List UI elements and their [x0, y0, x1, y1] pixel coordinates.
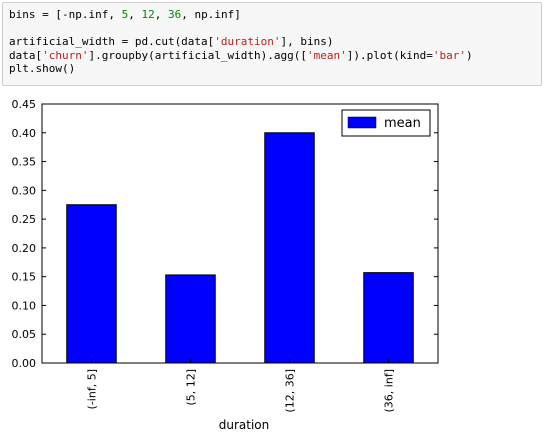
y-tick-label: 0.25 [12, 213, 37, 226]
x-axis: (-inf, 5] (5, 12] (12, 36] (36, inf] [86, 359, 396, 413]
y-tick-label: 0.05 [12, 328, 37, 341]
bar [165, 274, 216, 364]
legend-box [341, 109, 431, 137]
y-tick-label: 0.40 [12, 127, 37, 140]
x-tick-label: (12, 36] [284, 369, 297, 413]
code-line-3: artificial_width = pd.cut(data['duration… [9, 35, 334, 48]
x-tick-label: (5, 12] [185, 369, 198, 406]
y-tick-label: 0.45 [12, 98, 37, 111]
plot-frame [41, 103, 439, 364]
legend-swatch [347, 116, 377, 129]
bar [363, 272, 414, 364]
y-tick-label: 0.10 [12, 299, 37, 312]
y-tick-label: 0.15 [12, 271, 37, 284]
y-tick-label: 0.30 [12, 184, 37, 197]
y-tick-label: 0.20 [12, 242, 37, 255]
x-axis-label: duration [219, 418, 270, 432]
legend-label: mean [384, 116, 421, 131]
y-axis: 0.00 0.05 0.10 0.15 0.20 0.25 0.30 0.35 0.40 0.45 [12, 98, 438, 370]
bar-chart: 0.00 0.05 0.10 0.15 0.20 0.25 0.30 0.35 0.40 0.45… [12, 98, 439, 432]
y-tick-label: 0.35 [12, 156, 37, 169]
x-tick-label: (-inf, 5] [86, 369, 99, 409]
bar [264, 132, 315, 364]
y-tick-label: 0.00 [12, 357, 37, 370]
code-cell[interactable]: bins = [-np.inf, 5, 12, 36, np.inf] arti… [2, 2, 542, 86]
legend: mean [341, 109, 431, 137]
bars [66, 132, 414, 364]
code-line-5: plt.show() [9, 62, 76, 75]
x-tick-label: (36, inf] [383, 369, 396, 412]
code-line-4: data['churn'].groupby(artificial_width).… [9, 48, 473, 62]
code-line-2 [9, 22, 535, 36]
code-line-1: bins = [-np.inf, 5, 12, 36, np.inf] [9, 8, 241, 21]
bar [66, 204, 117, 364]
chart-output: 0.00 0.05 0.10 0.15 0.20 0.25 0.30 0.35 0.40 0.45… [0, 92, 546, 434]
